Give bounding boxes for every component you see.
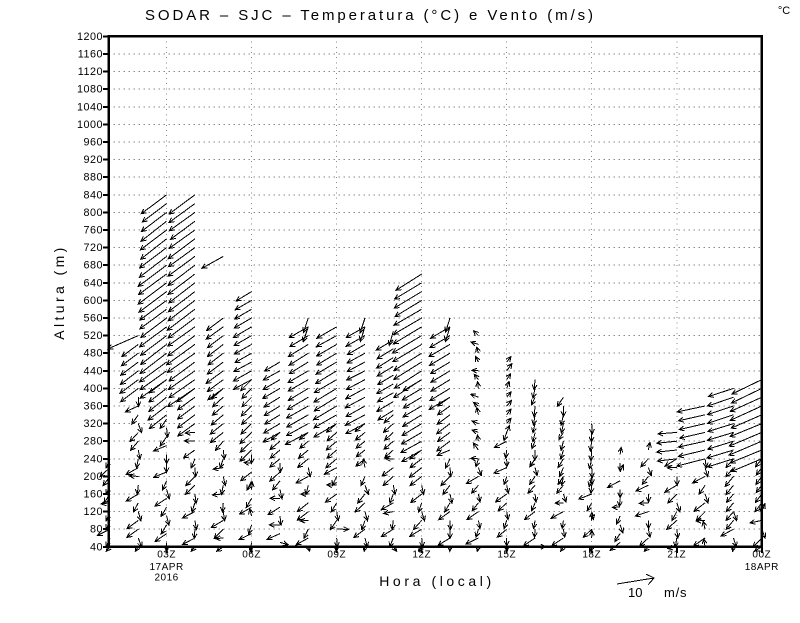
svg-text:120: 120 — [83, 506, 103, 518]
svg-text:1000: 1000 — [77, 119, 103, 131]
svg-text:1120: 1120 — [78, 66, 103, 78]
svg-text:480: 480 — [83, 348, 103, 360]
svg-text:1080: 1080 — [77, 84, 103, 96]
svg-text:680: 680 — [83, 260, 103, 272]
svg-text:Altura (m): Altura (m) — [51, 244, 67, 339]
svg-text:1200: 1200 — [77, 31, 103, 43]
svg-text:720: 720 — [83, 242, 103, 254]
svg-text:21Z: 21Z — [667, 550, 686, 561]
svg-text:17APR: 17APR — [150, 562, 184, 573]
svg-text:960: 960 — [83, 137, 103, 149]
svg-text:400: 400 — [83, 383, 103, 395]
svg-text:°C: °C — [778, 5, 790, 17]
svg-text:600: 600 — [83, 295, 103, 307]
svg-text:10: 10 — [628, 585, 642, 600]
svg-text:SODAR – SJC – Temperatura: SODAR – SJC – Temperatura (°C) e Vento (… — [145, 7, 596, 24]
svg-text:200: 200 — [83, 471, 103, 483]
svg-text:06Z: 06Z — [242, 550, 261, 561]
svg-text:640: 640 — [83, 277, 103, 289]
svg-text:18Z: 18Z — [582, 550, 601, 561]
svg-text:Hora (local): Hora (local) — [379, 573, 495, 589]
svg-text:1040: 1040 — [77, 101, 103, 113]
svg-text:40: 40 — [90, 541, 103, 553]
svg-text:15Z: 15Z — [497, 550, 516, 561]
svg-text:12Z: 12Z — [412, 550, 431, 561]
svg-text:240: 240 — [83, 453, 103, 465]
svg-text:560: 560 — [83, 313, 103, 325]
svg-text:1160: 1160 — [78, 49, 103, 61]
svg-text:18APR: 18APR — [745, 562, 779, 573]
svg-text:280: 280 — [83, 436, 103, 448]
svg-text:840: 840 — [83, 189, 103, 201]
svg-text:m/s: m/s — [664, 585, 687, 600]
svg-text:920: 920 — [83, 154, 103, 166]
svg-text:03Z: 03Z — [157, 550, 176, 561]
svg-text:09Z: 09Z — [327, 550, 346, 561]
svg-text:520: 520 — [83, 330, 103, 342]
svg-text:2016: 2016 — [154, 572, 178, 583]
svg-text:160: 160 — [83, 489, 103, 501]
svg-text:320: 320 — [83, 418, 103, 430]
svg-text:880: 880 — [83, 172, 103, 184]
svg-text:00Z: 00Z — [752, 550, 771, 561]
svg-text:360: 360 — [83, 401, 103, 413]
svg-text:800: 800 — [83, 207, 103, 219]
svg-text:440: 440 — [83, 365, 103, 377]
svg-text:760: 760 — [83, 225, 103, 237]
